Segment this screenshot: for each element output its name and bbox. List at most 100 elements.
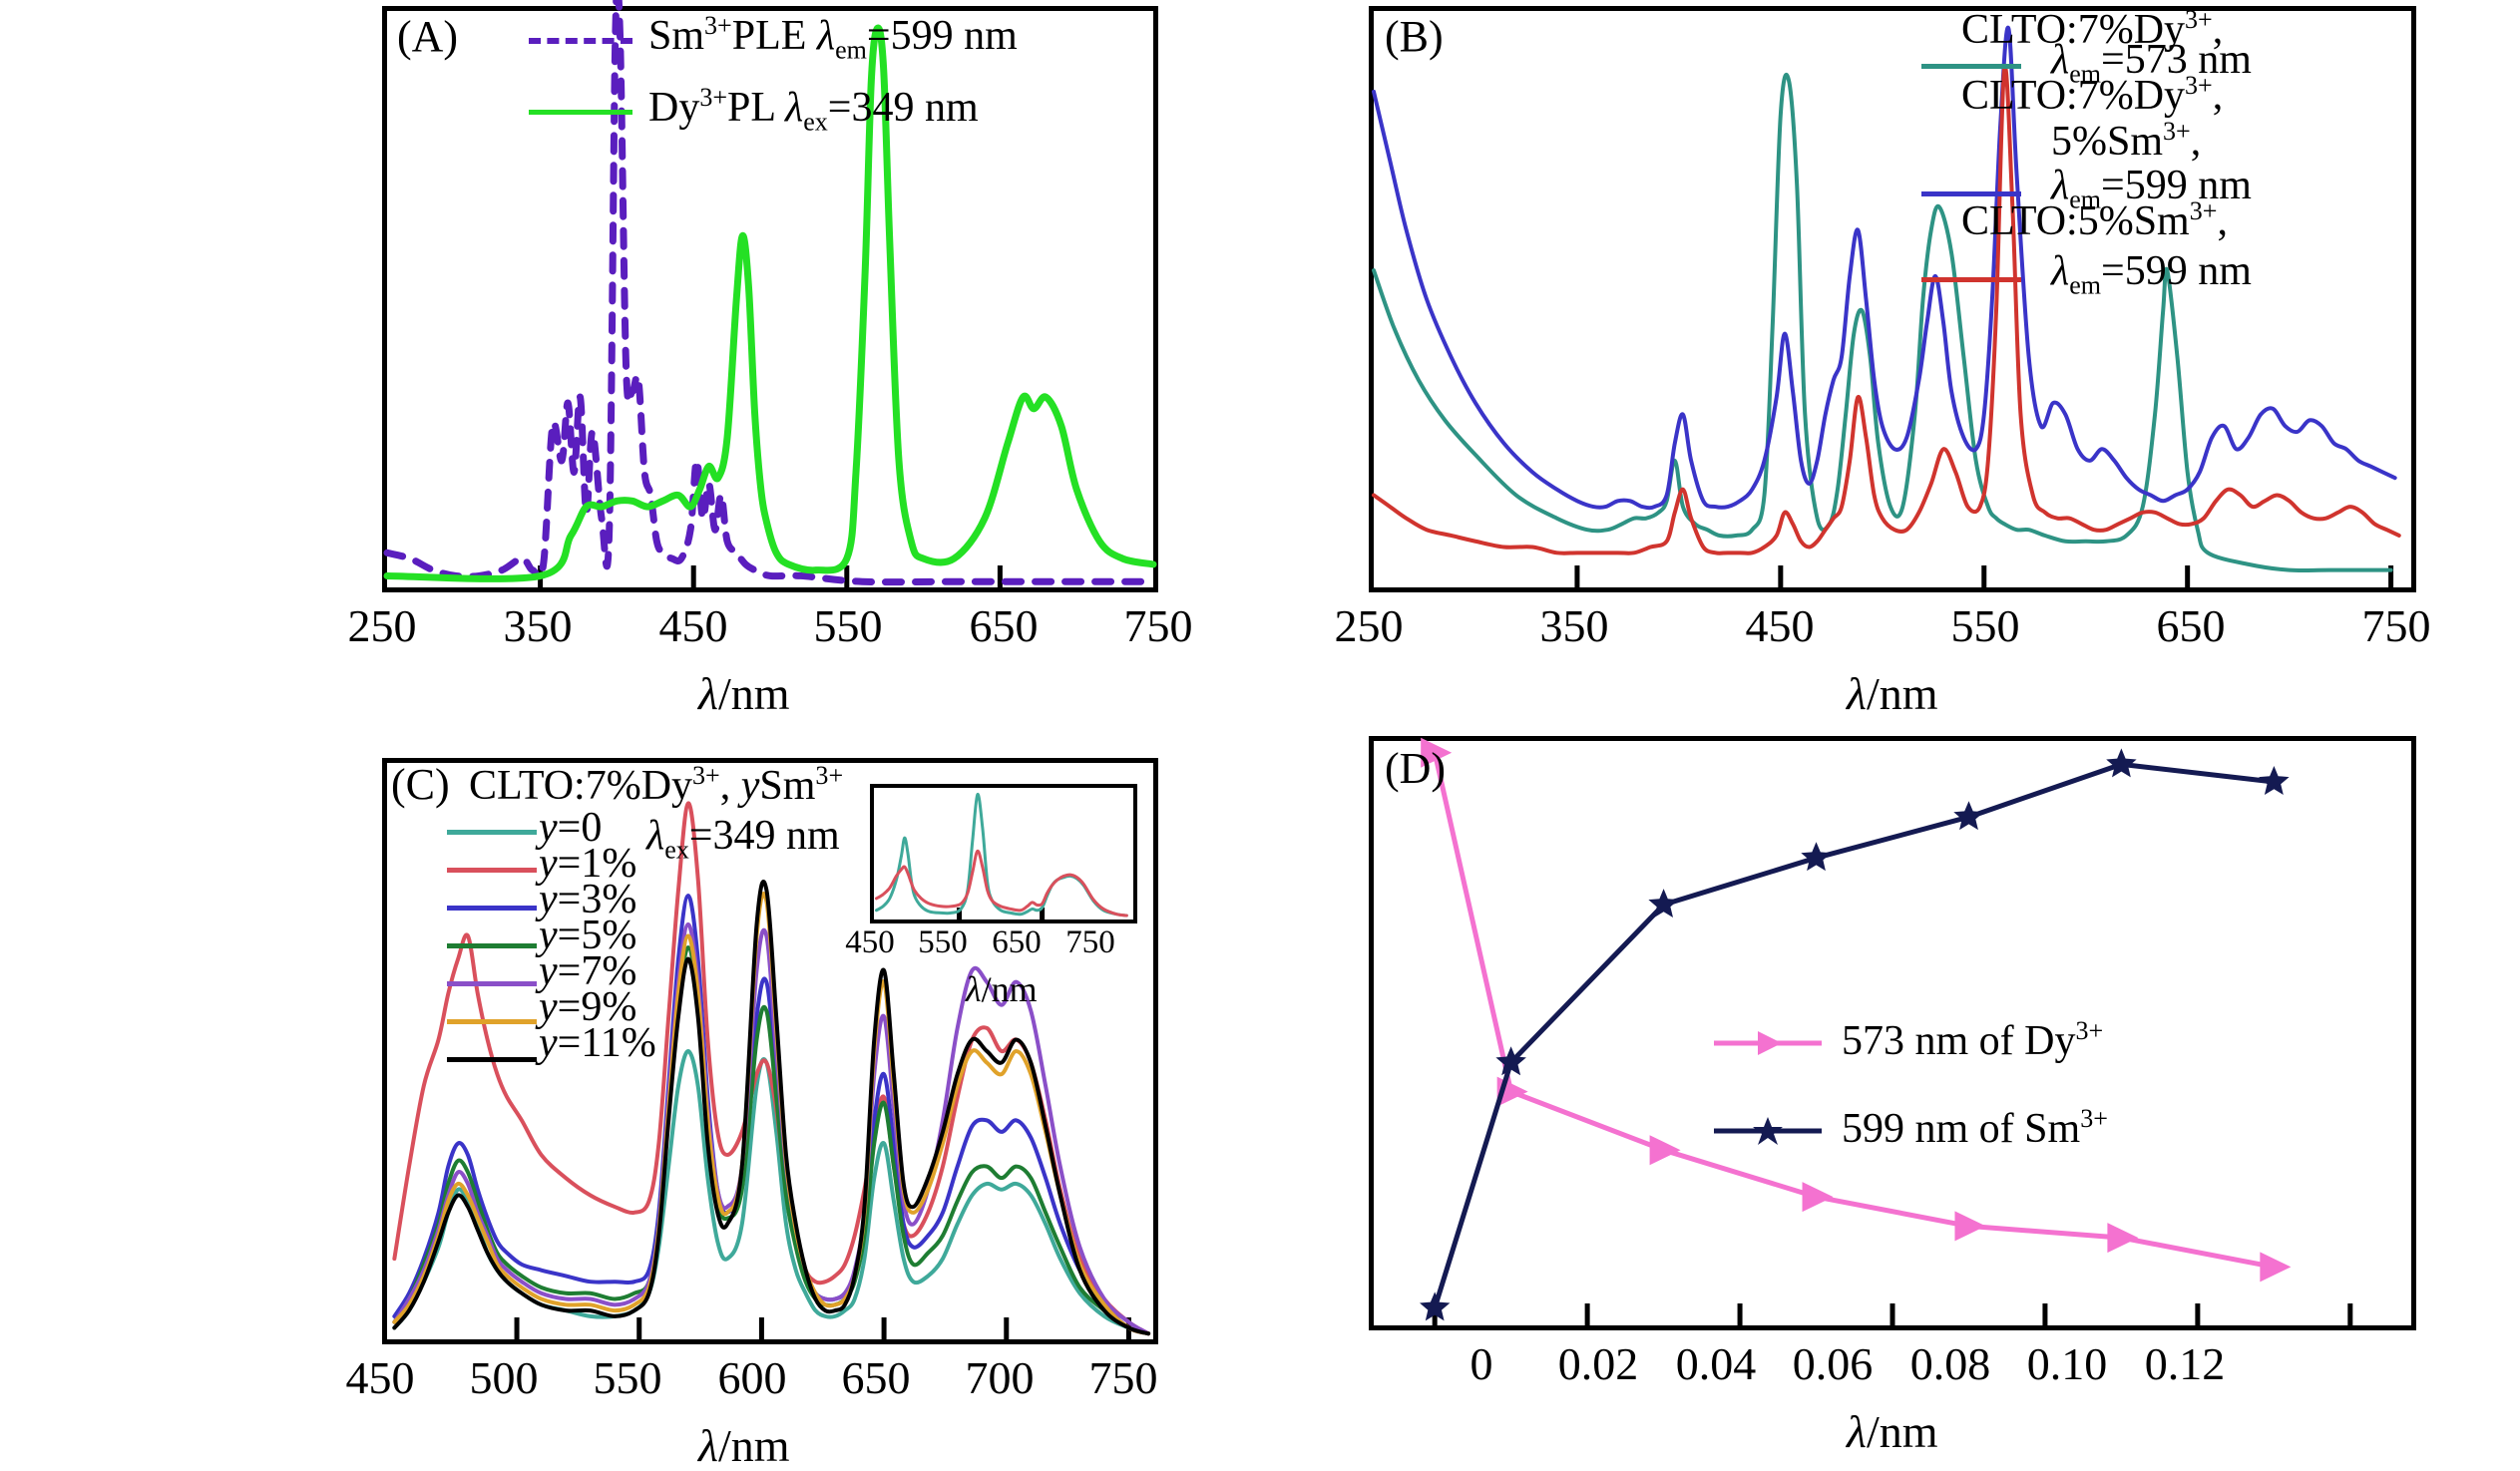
panel-c-legend-swatch-4 [447,981,537,986]
panel-a-xaxis-title: λ/nm [698,668,790,719]
panel-a-curves [383,0,1157,587]
panel-a-legend-swatch-1 [529,110,632,115]
panel-c-xaxis-title: λ/nm [698,1420,790,1471]
panel-d-legend-label-0: 573 nm of Dy3+ [1842,1016,2104,1064]
panel-c-legend-swatch-3 [447,943,537,948]
panel-b-legend-label-1-line3: λem=599 nm [2051,163,2252,214]
panel-c-legend-swatch-1 [447,868,537,873]
panel-d-curves [1420,737,2353,1325]
panel-a-plot-frame [382,6,1158,592]
panel-b-legend-swatch-0 [1921,64,2021,69]
panel-b-xaxis-title: λ/nm [1847,668,1938,719]
legend-1-text: Dy3+PL λex=349 nm [648,83,979,137]
panel-c-legend-label-5: y=9% [539,984,637,1030]
panel-a-xtick-3: 550 [813,600,883,651]
panel-d-legend-label-1: 599 nm of Sm3+ [1842,1104,2108,1152]
panel-b-legend-label-2-line1: CLTO:5%Sm3+, [1961,196,2228,244]
panel-b-series-2 [1372,64,2401,555]
panel-c-legend-label-1: y=1% [539,841,637,887]
panel-b-legend-swatch-2 [1921,277,2021,282]
panel-d-xtick-3: 0.06 [1792,1338,1874,1389]
panel-b-legend-swatch-1 [1921,191,2021,196]
panel-c-series-1 [392,801,1151,1336]
panel-a-legend-label-1: Dy3+PL λex=349 nm [648,84,979,136]
panel-c-excitation-label: λex=349 nm [646,813,840,865]
panel-b-xtick-5: 750 [2361,600,2431,651]
panel-b-xtick-4: 650 [2156,600,2226,651]
panel-a-legend-label-0: Sm3+PLE λem=599 nm [648,12,1018,64]
panel-c-legend-swatch-5 [447,1019,537,1024]
panel-d-marker-0-4 [1954,1211,1986,1242]
panel-b-curves [1372,25,2401,587]
panel-c-xtick-0: 450 [345,1352,415,1403]
legend-marker-sm-599 [1714,1117,1822,1145]
panel-c-legend-swatch-0 [447,830,537,835]
panel-d-xtick-6: 0.12 [2144,1338,2226,1389]
panel-c-title: CLTO:7%Dy3+, ySm3+ [469,761,844,809]
panel-c-label: (C) [391,760,450,809]
panel-d-xtick-5: 0.10 [2026,1338,2108,1389]
panel-b-series-1 [1372,25,2397,511]
panel-d-label: (D) [1385,744,1447,793]
panel-c-xtick-6: 750 [1088,1352,1158,1403]
panel-d: (D) 573 nm of Dy3+ 599 nm of Sm3+ 0 0.02… [1263,714,2520,1456]
panel-d-xtick-4: 0.08 [1909,1338,1991,1389]
panel-a-series-0 [383,0,1157,586]
panel-b-label: (B) [1385,12,1444,61]
panel-a: (A) Sm3+PLE λem=599 nm Dy3+PL λex=349 nm… [0,0,1257,718]
panel-d-marker-1-5 [2106,748,2137,778]
panel-b-xtick-1: 350 [1539,600,1609,651]
panel-d-marker-0-6 [2260,1252,2292,1283]
panel-c-inset-xaxis-title: λ/nm [966,969,1038,1009]
panel-b-legend-label-1-line1: CLTO:7%Dy3+, [1961,71,2224,119]
panel-b: (B) CLTO:7%Dy3+, λem=573 nm CLTO:7%Dy3+,… [1263,0,2520,718]
panel-c: (C) CLTO:7%Dy3+, ySm3+ λex=349 nm y=0 y=… [0,714,1257,1470]
panel-c-inset-curves [874,793,1128,919]
panel-c-inset-xtick-2: 650 [992,924,1042,960]
legend-marker-dy-573 [1714,1031,1822,1055]
panel-d-marker-1-3 [1801,842,1832,872]
panel-a-legend-swatch-0 [529,38,632,44]
panel-a-xtick-5: 750 [1123,600,1193,651]
panel-c-xtick-2: 550 [593,1352,662,1403]
panel-d-marker-1-6 [2259,766,2290,795]
panel-c-legend-label-3: y=5% [539,913,637,958]
panel-c-series-2 [392,893,1151,1336]
panel-c-xtick-5: 700 [965,1352,1035,1403]
panel-c-xtick-1: 500 [469,1352,539,1403]
panel-c-inset-xtick-3: 750 [1065,924,1115,960]
panel-b-legend-label-2-line2: λem=599 nm [2051,248,2252,300]
panel-b-legend-label-0-line1: CLTO:7%Dy3+, [1961,5,2224,53]
panel-c-legend-label-4: y=7% [539,948,637,994]
panel-a-xtick-2: 450 [658,600,728,651]
panel-c-legend-label-0: y=0 [539,805,603,851]
panel-c-inset-xtick-0: 450 [845,924,895,960]
panel-d-xtick-0: 0 [1470,1338,1493,1389]
panel-d-xaxis-title: λ/nm [1847,1406,1938,1457]
panel-a-series-1 [383,24,1157,582]
panel-d-marker-1-1 [1495,1046,1526,1076]
panel-d-xtick-1: 0.02 [1557,1338,1639,1389]
panel-d-xtick-2: 0.04 [1675,1338,1757,1389]
panel-a-xtick-4: 650 [969,600,1039,651]
panel-c-xtick-3: 600 [717,1352,787,1403]
panel-c-legend-swatch-2 [447,906,537,911]
panel-d-marker-1-0 [1420,1291,1451,1321]
panel-a-label: (A) [397,12,459,61]
panel-c-inset-series-0 [874,793,1128,918]
panel-b-series-0 [1372,73,2393,573]
panel-b-legend-label-1-line2: 5%Sm3+, [2051,117,2202,165]
panel-c-inset-xtick-1: 550 [918,924,968,960]
panel-c-curves [392,801,1151,1339]
panel-c-series-3 [392,944,1151,1336]
panel-b-xtick-0: 250 [1334,600,1404,651]
panel-d-marker-0-3 [1802,1182,1834,1213]
panel-c-inset-series-1 [874,849,1128,918]
panel-d-marker-1-4 [1953,801,1984,831]
panel-c-legend-swatch-6 [447,1057,537,1062]
panel-d-marker-0-2 [1649,1135,1681,1166]
panel-b-xtick-2: 450 [1745,600,1815,651]
panel-c-legend-label-2: y=3% [539,877,637,922]
panel-d-marker-1-2 [1648,889,1679,918]
panel-c-xtick-4: 650 [841,1352,911,1403]
